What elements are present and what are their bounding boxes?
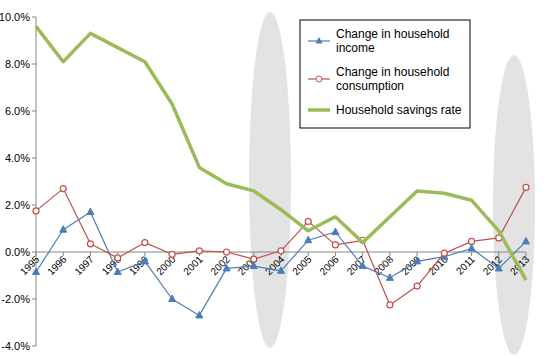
legend-label: Household savings rate	[336, 103, 462, 117]
marker	[305, 218, 311, 224]
marker	[469, 238, 475, 244]
marker	[250, 262, 257, 269]
legend-box	[300, 20, 470, 128]
marker	[87, 241, 93, 247]
y-axis	[36, 17, 37, 346]
x-tick-label: 1995	[18, 253, 42, 277]
y-tick	[32, 64, 36, 65]
series-line	[36, 187, 526, 305]
marker	[115, 255, 121, 261]
marker	[196, 311, 203, 318]
y-tick	[32, 252, 36, 253]
x-tick-label: 2008	[372, 253, 396, 277]
y-tick-label: 4.0%	[5, 152, 30, 164]
x-tick-label: 1996	[45, 253, 69, 277]
marker	[169, 251, 175, 257]
marker	[387, 302, 393, 308]
marker	[414, 257, 421, 264]
x-tick	[335, 252, 336, 256]
x-tick-label: 2001	[181, 253, 205, 277]
x-tick	[90, 252, 91, 256]
marker	[169, 295, 176, 302]
x-tick-label: 2007	[345, 253, 369, 277]
y-tick-label: 2.0%	[5, 199, 30, 211]
x-tick-label: 2002	[208, 253, 232, 277]
y-tick	[32, 205, 36, 206]
x-tick	[362, 252, 363, 256]
marker	[386, 274, 393, 281]
legend-key	[308, 108, 330, 112]
marker	[523, 184, 529, 190]
marker	[332, 242, 338, 248]
y-tick-label: -2.0%	[1, 293, 30, 305]
series-line	[36, 212, 526, 315]
x-tick	[526, 252, 527, 256]
x-tick	[63, 252, 64, 256]
x-tick	[144, 252, 145, 256]
legend-label: Change in householdconsumption	[336, 65, 449, 93]
x-tick	[417, 252, 418, 256]
marker	[87, 208, 94, 215]
x-tick	[498, 252, 499, 256]
x-tick-label: 2006	[317, 253, 341, 277]
marker	[305, 236, 312, 243]
y-tick-label: 0.0%	[5, 246, 30, 258]
y-tick	[32, 111, 36, 112]
x-tick	[36, 252, 37, 256]
x-tick	[308, 252, 309, 256]
marker	[33, 268, 40, 275]
y-tick-label: 10.0%	[0, 11, 30, 23]
x-tick	[253, 252, 254, 256]
y-tick-label: 8.0%	[5, 58, 30, 70]
marker	[251, 256, 257, 262]
marker	[224, 249, 230, 255]
marker	[441, 250, 447, 256]
marker	[141, 257, 148, 264]
marker	[196, 248, 202, 254]
marker	[332, 228, 339, 235]
y-tick-label: -4.0%	[1, 340, 30, 352]
x-tick	[389, 252, 390, 256]
marker	[495, 264, 502, 271]
x-tick-label: 2011	[454, 253, 477, 276]
x-tick-label: 2012	[481, 253, 505, 277]
x-tick-label: 1998	[100, 253, 124, 277]
y-tick-label: 6.0%	[5, 105, 30, 117]
marker	[60, 186, 66, 192]
marker	[60, 226, 67, 233]
y-tick	[32, 17, 36, 18]
marker	[33, 208, 39, 214]
legend-key	[316, 37, 323, 44]
chart: -4.0%-2.0%0.0%2.0%4.0%6.0%8.0%10.0%19951…	[0, 0, 547, 359]
marker	[278, 267, 285, 274]
x-tick-label: 2010	[426, 253, 450, 277]
x-tick-label: 1997	[72, 253, 96, 277]
marker	[278, 248, 284, 254]
legend: Change in householdincome Change in house…	[300, 20, 470, 128]
y-tick	[32, 158, 36, 159]
marker	[223, 264, 230, 271]
marker	[359, 262, 366, 269]
marker	[468, 244, 475, 251]
highlight	[249, 12, 291, 348]
y-tick	[32, 299, 36, 300]
x-tick-label: 2004	[263, 253, 287, 277]
legend-key	[316, 76, 322, 82]
marker	[114, 268, 121, 275]
x-tick	[471, 252, 472, 256]
highlight	[493, 55, 535, 355]
marker	[414, 283, 420, 289]
marker	[142, 240, 148, 246]
marker	[523, 237, 530, 244]
y-tick	[32, 346, 36, 347]
legend-label: Change in householdincome	[336, 27, 449, 55]
